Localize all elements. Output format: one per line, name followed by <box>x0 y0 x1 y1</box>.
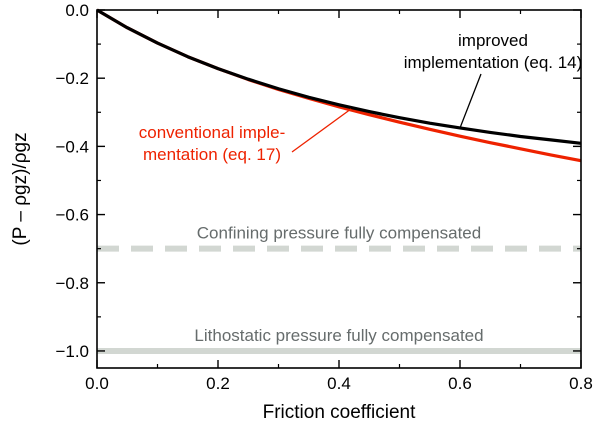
y-tick-label: −1.0 <box>55 342 89 361</box>
annotation-leader-0 <box>459 73 482 129</box>
annotation-1-line-1: mentation (eq. 17) <box>143 145 281 164</box>
reference-line-label-1: Lithostatic pressure fully compensated <box>194 326 483 345</box>
y-tick-label: 0.0 <box>65 1 89 20</box>
annotation-0-line-1: implementation (eq. 14) <box>404 53 583 72</box>
x-tick-label: 0.4 <box>327 374 351 393</box>
annotation-0-line-0: improved <box>458 31 528 50</box>
annotations-layer: improved implementation (eq. 14) conventio… <box>139 31 583 164</box>
annotation-leader-1 <box>291 108 352 153</box>
x-tick-label: 0.6 <box>448 374 472 393</box>
reference-line-label-0: Confining pressure fully compensated <box>197 224 481 243</box>
series-line-0 <box>96 8 582 145</box>
x-axis-label: Friction coefficient <box>263 402 416 423</box>
annotation-1-line-0: conventional imple- <box>139 123 285 142</box>
y-tick-label: −0.6 <box>55 206 89 225</box>
y-tick-label: −0.2 <box>55 69 89 88</box>
series-layer <box>96 8 582 163</box>
x-tick-label: 0.8 <box>569 374 593 393</box>
y-tick-label: −0.4 <box>55 137 89 156</box>
axes-layer: 0.0 0.2 0.4 0.6 0.8 0.0 −0.2 −0.4 −0.6 −0.8 −1.0 <box>55 1 592 393</box>
x-tick-label: 0.0 <box>85 374 109 393</box>
x-tick-label: 0.2 <box>206 374 230 393</box>
y-tick-label: −0.8 <box>55 274 89 293</box>
y-axis-label: (P – ρgz)/ρgz <box>10 132 31 245</box>
reference-lines-layer: Confining pressure fully compensated Lith… <box>97 224 581 354</box>
